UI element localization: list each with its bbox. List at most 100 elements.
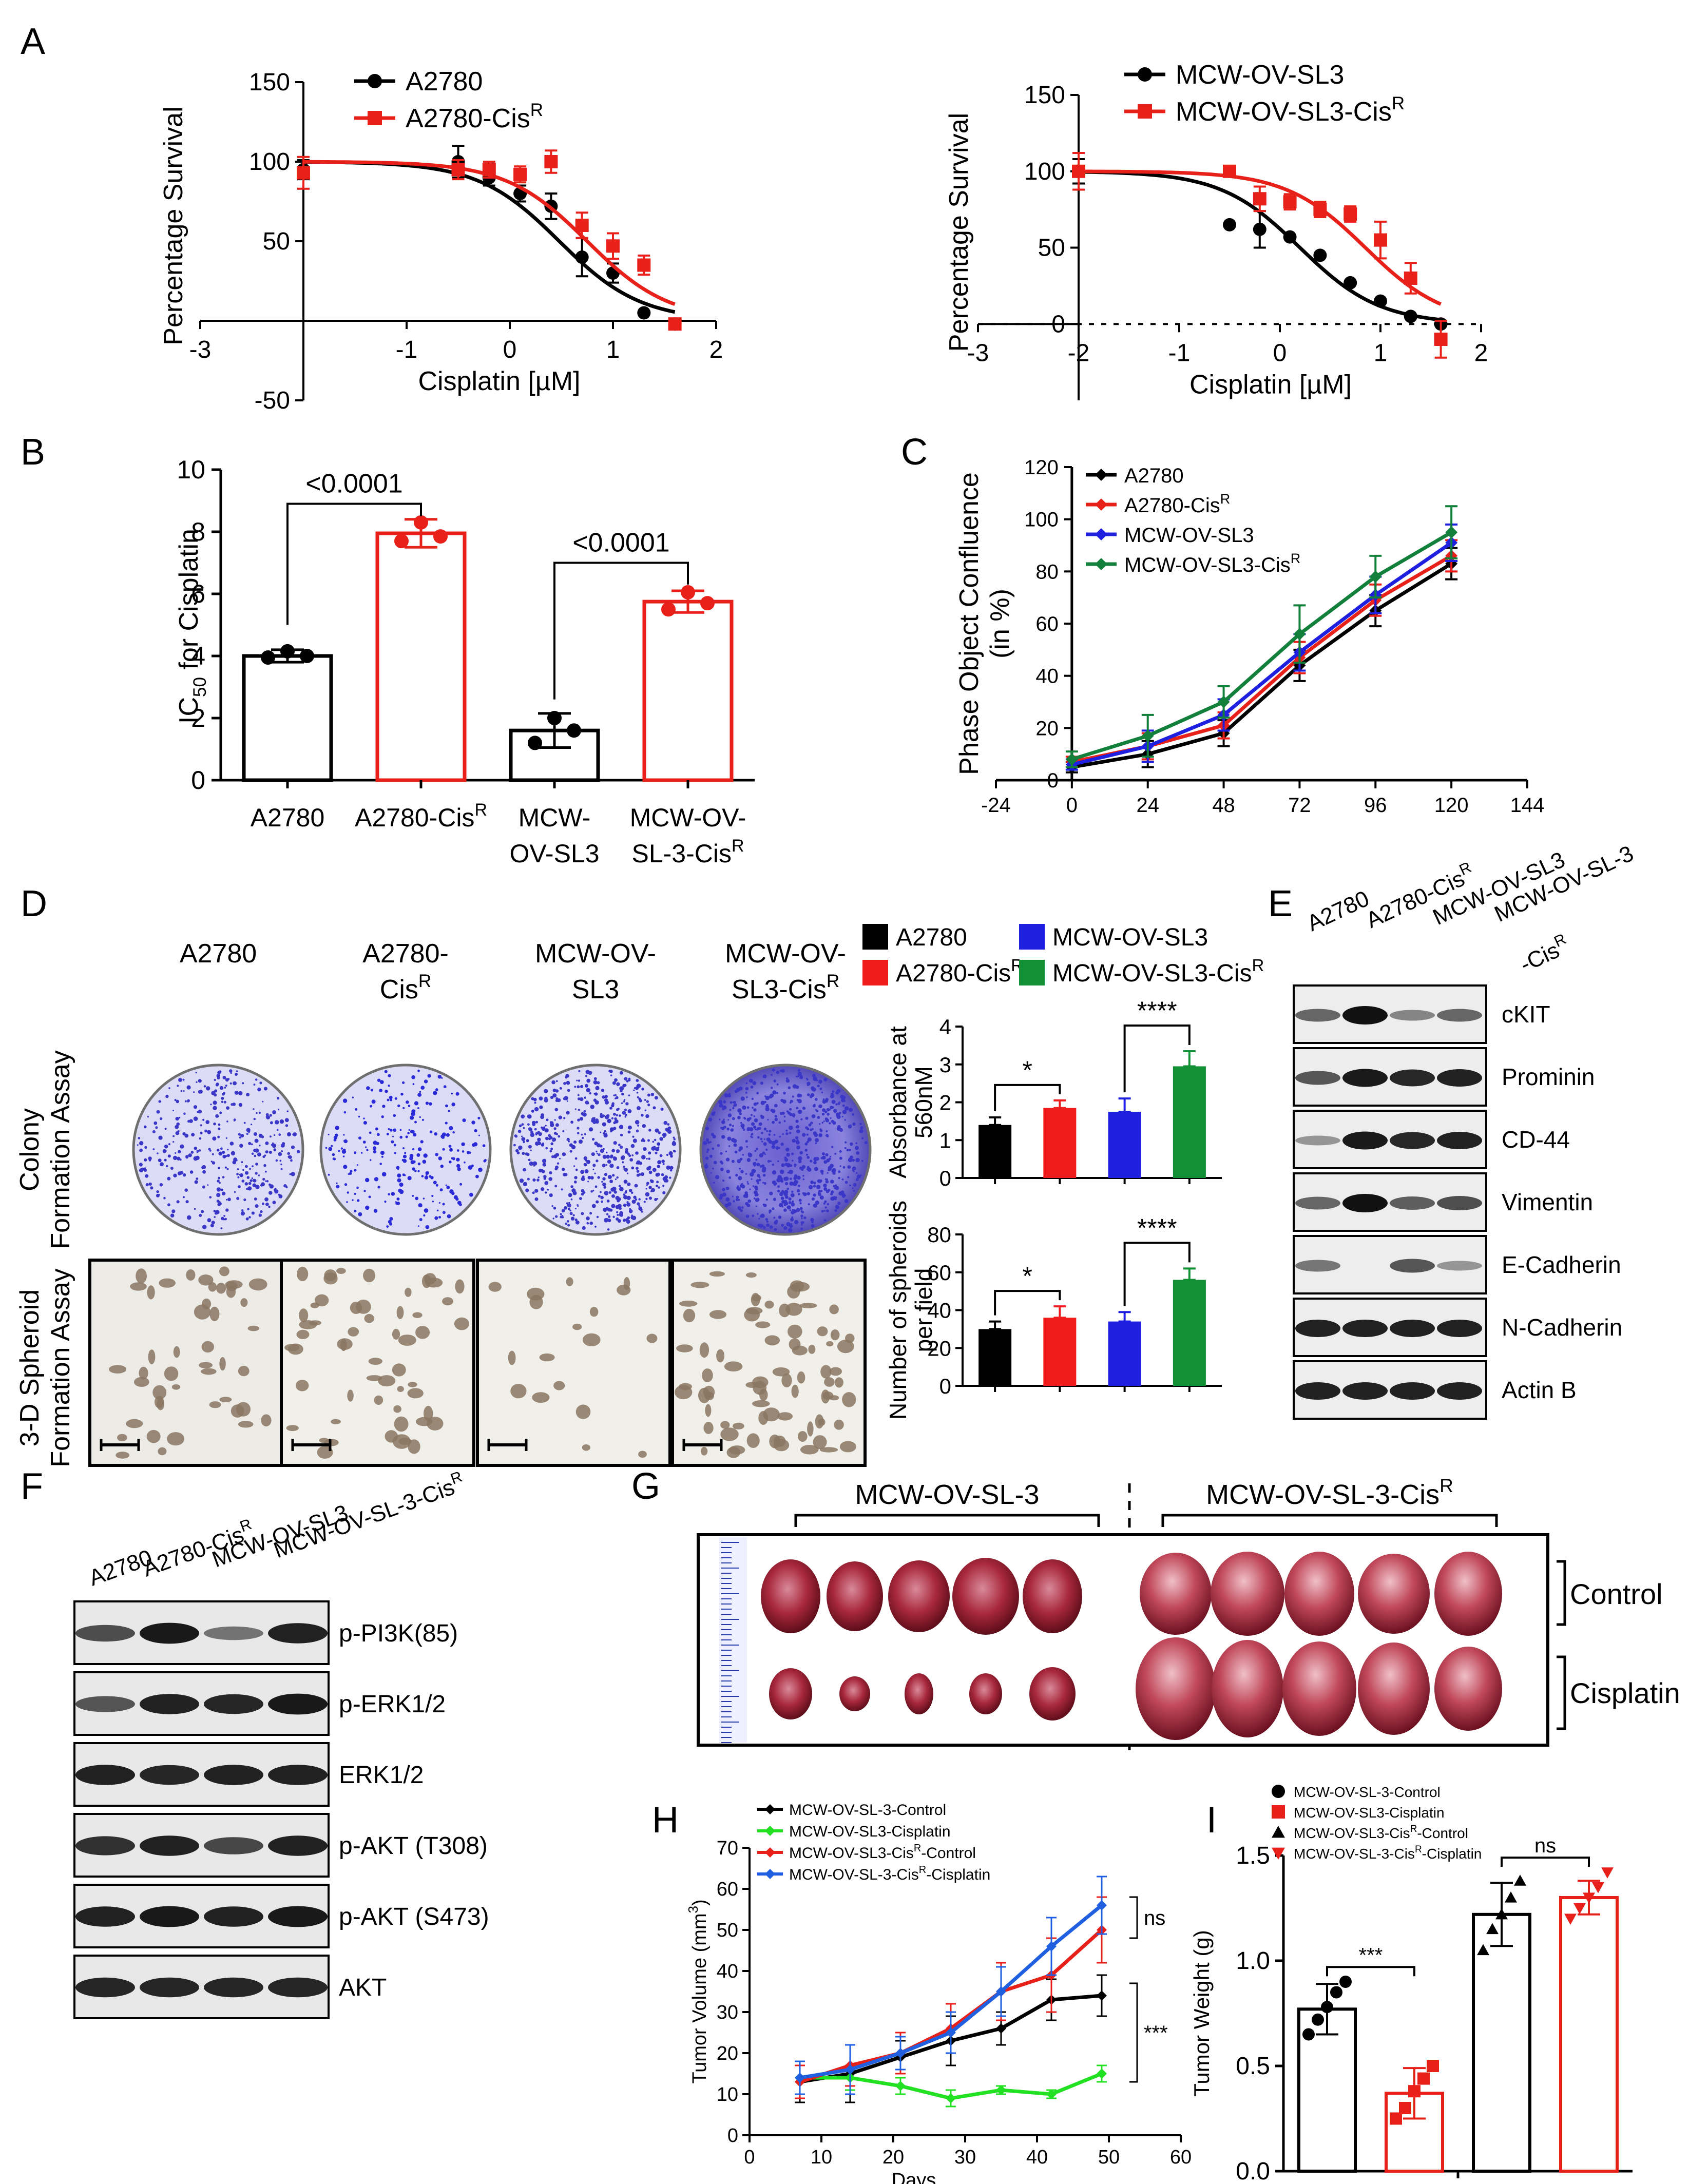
colony-dot — [448, 1110, 450, 1112]
colony-dot — [648, 1157, 650, 1160]
colony-dot — [252, 1183, 257, 1188]
colony-dot — [768, 1133, 771, 1136]
legend-label: A2780 — [1124, 465, 1184, 487]
colony-dot — [841, 1178, 844, 1181]
colony-dot — [804, 1149, 808, 1152]
colony-dot — [358, 1115, 360, 1118]
spheroid — [209, 1401, 221, 1408]
colony-dot — [662, 1185, 665, 1187]
spheroid — [454, 1317, 470, 1330]
data-point — [637, 258, 651, 272]
colony-dot — [534, 1197, 539, 1201]
colony-dot — [789, 1181, 794, 1186]
colony-dot — [613, 1112, 616, 1116]
colony-dot — [198, 1079, 202, 1083]
spheroid — [746, 1433, 760, 1448]
colony-dot — [798, 1185, 800, 1187]
colony-dot — [637, 1202, 640, 1206]
colony-dot — [287, 1152, 290, 1155]
colony-dot — [584, 1169, 589, 1173]
series-line — [1071, 554, 1452, 764]
colony-dot — [240, 1211, 245, 1216]
colony-dot — [753, 1102, 757, 1106]
colony-dot — [786, 1205, 791, 1210]
spheroid — [807, 1421, 814, 1437]
colony-dot — [397, 1104, 400, 1108]
colony-dot — [342, 1155, 345, 1157]
spheroid — [238, 1421, 254, 1428]
data-point — [996, 2085, 1006, 2095]
colony-dot — [796, 1129, 800, 1134]
colony-dot — [580, 1085, 584, 1089]
significance-label: *** — [1144, 2022, 1168, 2044]
colony-dot — [652, 1141, 655, 1143]
data-point — [1408, 2085, 1421, 2098]
colony-dot — [385, 1090, 388, 1093]
colony-dot — [722, 1188, 725, 1191]
tumor — [905, 1673, 933, 1714]
colony-dot — [759, 1224, 763, 1228]
colony-dot — [803, 1216, 807, 1220]
colony-dot — [577, 1118, 580, 1122]
colony-dot — [163, 1196, 166, 1200]
colony-dot — [763, 1226, 766, 1229]
colony-dot — [657, 1160, 662, 1165]
colony-dot — [751, 1133, 754, 1135]
colony-dot — [573, 1165, 575, 1167]
colony-dot — [414, 1120, 417, 1124]
y-tick-label: 10 — [717, 2084, 738, 2105]
colony-dot — [238, 1185, 241, 1188]
colony-dot — [613, 1127, 617, 1130]
colony-dot — [819, 1087, 822, 1090]
data-point — [1313, 203, 1327, 217]
data-point — [1065, 753, 1078, 766]
colony-dot — [769, 1191, 773, 1195]
colony-dot — [849, 1184, 851, 1187]
colony-dot — [737, 1206, 741, 1210]
colony-dot — [779, 1112, 783, 1115]
colony-dot — [772, 1170, 777, 1175]
colony-dot — [291, 1172, 295, 1176]
colony-dot — [223, 1100, 226, 1104]
x-tick-label: -1 — [396, 336, 418, 363]
colony-dot — [617, 1214, 619, 1216]
colony-dot — [801, 1217, 803, 1220]
colony-dot — [417, 1162, 421, 1166]
colony-dot — [549, 1121, 552, 1123]
data-point — [528, 736, 542, 750]
colony-dot — [628, 1188, 632, 1192]
colony-dot — [184, 1100, 187, 1103]
colony-dot — [382, 1105, 386, 1108]
colony-dot — [358, 1136, 361, 1140]
colony-dot — [261, 1182, 265, 1187]
colony-dot — [555, 1215, 558, 1218]
colony-dot — [254, 1154, 257, 1157]
colony-dot — [831, 1146, 834, 1148]
colony-dot — [269, 1184, 274, 1189]
colony-dot — [655, 1151, 658, 1154]
colony-dot — [477, 1116, 481, 1119]
colony-dot — [220, 1227, 223, 1230]
colony-dot — [406, 1100, 409, 1104]
colony-dot — [196, 1151, 199, 1153]
colony-dot — [594, 1100, 599, 1105]
colony-dot — [292, 1133, 295, 1136]
colony-dot — [638, 1205, 641, 1207]
colony-dot — [244, 1171, 249, 1175]
colony-dot — [419, 1091, 421, 1093]
colony-dot — [632, 1138, 637, 1143]
colony-dot — [753, 1162, 757, 1166]
colony-dot — [525, 1152, 528, 1156]
colony-dot — [455, 1197, 459, 1201]
significance-bracket — [1123, 1024, 1191, 1093]
colony-dot — [778, 1215, 782, 1219]
colony-dot — [381, 1155, 383, 1158]
spheroid — [186, 1269, 196, 1281]
blot-band — [268, 1765, 328, 1785]
colony-dot — [393, 1114, 396, 1117]
colony-dot — [467, 1151, 470, 1154]
colony-dot — [258, 1213, 262, 1217]
y-axis-label-end: for Cisplatin — [174, 529, 204, 677]
colony-dot — [826, 1158, 830, 1163]
colony-dot — [667, 1123, 670, 1126]
